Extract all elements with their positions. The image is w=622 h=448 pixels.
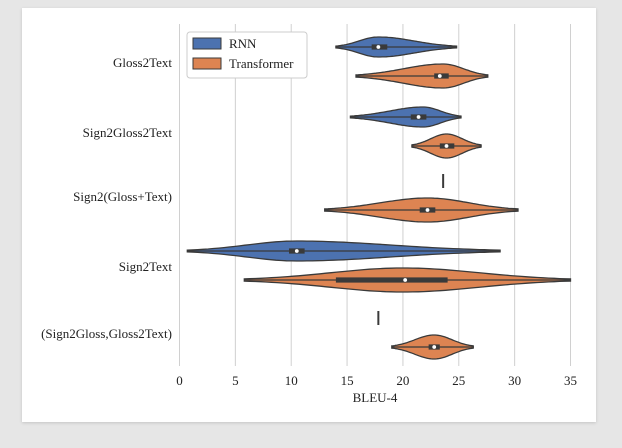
- x-tick-label: 30: [508, 373, 521, 388]
- x-tick-label: 10: [285, 373, 298, 388]
- legend-label-rnn: RNN: [229, 36, 257, 51]
- violin-median-dot: [294, 249, 299, 253]
- violin-transformer: [391, 334, 474, 360]
- x-tick-label: 25: [452, 373, 465, 388]
- violin-median-dot: [416, 115, 421, 119]
- x-tick-label: 0: [176, 373, 183, 388]
- violin-rnn: [186, 240, 501, 262]
- violin-transformer: [243, 267, 572, 293]
- x-tick-label: 20: [396, 373, 409, 388]
- violin-rnn: [335, 36, 458, 58]
- y-tick-label: Gloss2Text: [113, 55, 172, 70]
- legend-swatch-transformer: [192, 57, 222, 70]
- violin-median-dot: [425, 208, 430, 212]
- y-tick-label: Sign2(Gloss+Text): [73, 189, 172, 204]
- violin-transformer: [355, 63, 489, 89]
- x-tick-label: 35: [564, 373, 577, 388]
- violin-median-dot: [376, 45, 381, 49]
- violin-median-dot: [432, 345, 437, 349]
- figure-card: [22, 8, 596, 422]
- violin-transformer: [324, 197, 519, 223]
- legend-swatch-rnn: [192, 37, 222, 50]
- y-tick-label: (Sign2Gloss,Gloss2Text): [41, 326, 172, 341]
- violin-median-dot: [437, 74, 442, 78]
- violin-rnn: [349, 106, 462, 128]
- violin-transformer: [411, 133, 482, 159]
- x-axis-label: BLEU-4: [353, 390, 398, 405]
- y-tick-labels: Gloss2Text Sign2Gloss2Text Sign2(Gloss+Tex…: [41, 55, 172, 341]
- x-tick-labels: 0 5 10 15 20 25 30 35: [176, 373, 577, 388]
- violin-median-dot: [403, 278, 408, 282]
- y-tick-label: Sign2Gloss2Text: [83, 125, 173, 140]
- y-tick-label: Sign2Text: [119, 259, 173, 274]
- violins: [186, 36, 572, 360]
- legend-label-transformer: Transformer: [229, 56, 294, 71]
- violin-median-dot: [444, 144, 449, 148]
- x-tick-label: 15: [341, 373, 354, 388]
- legend: RNN Transformer: [186, 31, 308, 79]
- violin-iqr-box: [335, 277, 448, 283]
- gridlines: [179, 24, 571, 366]
- x-tick-label: 5: [232, 373, 239, 388]
